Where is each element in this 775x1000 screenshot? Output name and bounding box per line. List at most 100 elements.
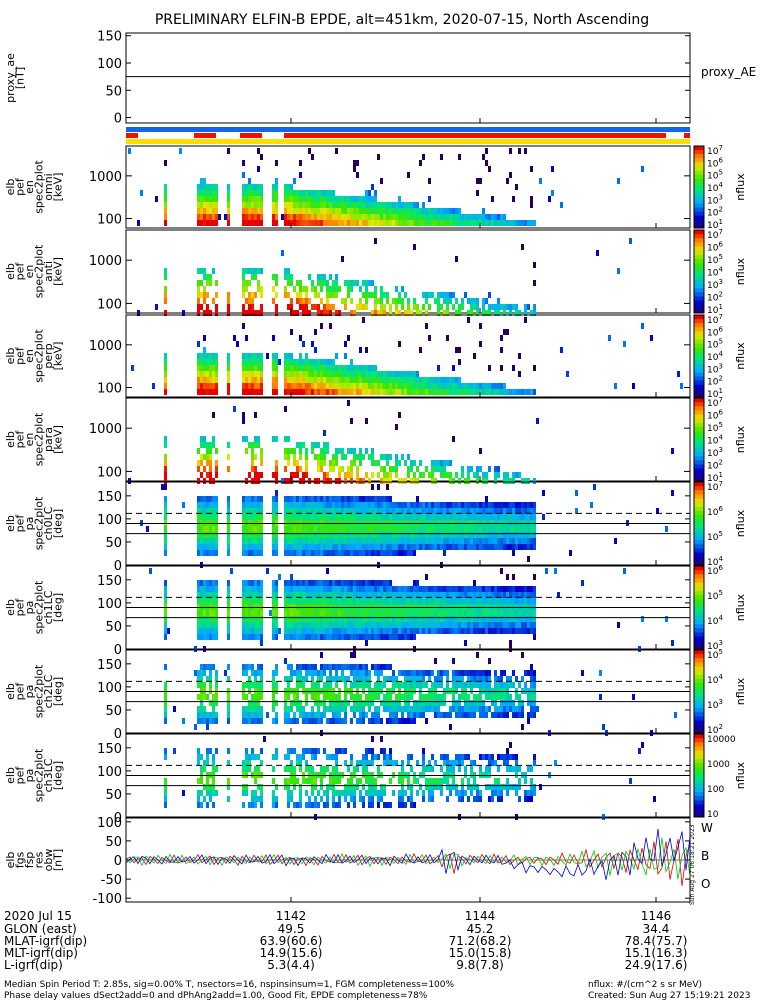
heatmap-cell — [338, 676, 341, 682]
heatmap-cell — [377, 154, 380, 160]
heatmap-cell — [347, 377, 350, 383]
heatmap-cell — [401, 628, 404, 634]
heatmap-cell — [365, 389, 368, 395]
heatmap-cell — [203, 353, 206, 359]
colorbar-step — [694, 178, 704, 184]
heatmap-cell — [365, 202, 368, 208]
heatmap-cell — [437, 214, 440, 220]
heatmap-cell — [197, 610, 200, 616]
heatmap-cell — [323, 220, 326, 226]
heatmap-cell — [383, 526, 386, 532]
heatmap-cell — [464, 214, 467, 220]
heatmap-cell — [332, 766, 335, 772]
heatmap-cell — [434, 622, 437, 628]
heatmap-cell — [371, 484, 374, 490]
heatmap-cell — [209, 365, 212, 371]
heatmap-cell — [215, 220, 218, 226]
heatmap-cell — [275, 544, 278, 550]
heatmap-cell — [254, 377, 257, 383]
heatmap-cell — [326, 359, 329, 365]
heatmap-cell — [314, 377, 317, 383]
heatmap-cell — [404, 202, 407, 208]
heatmap-cell — [206, 532, 209, 538]
heatmap-cell — [431, 682, 434, 688]
heatmap-cell — [389, 622, 392, 628]
heatmap-cell — [431, 208, 434, 214]
heatmap-cell — [392, 208, 395, 214]
heatmap-cell — [497, 676, 500, 682]
heatmap-cell — [296, 694, 299, 700]
heatmap-cell — [482, 526, 485, 532]
heatmap-cell — [371, 580, 374, 586]
heatmap-cell — [197, 359, 200, 365]
heatmap-cell — [350, 359, 353, 365]
heatmap-cell — [479, 682, 482, 688]
colorbar-tick-label: 105 — [707, 169, 723, 182]
heatmap-cell — [497, 712, 500, 718]
heatmap-cell — [389, 371, 392, 377]
heatmap-cell — [404, 502, 407, 508]
heatmap-cell — [431, 472, 434, 478]
heatmap-cell — [353, 796, 356, 802]
heatmap-cell — [524, 304, 527, 310]
heatmap-cell — [359, 208, 362, 214]
heatmap-cell — [329, 544, 332, 550]
heatmap-cell — [254, 592, 257, 598]
heatmap-cell — [290, 676, 293, 682]
heatmap-cell — [275, 460, 278, 466]
heatmap-cell — [227, 353, 230, 359]
heatmap-cell — [311, 383, 314, 389]
colorbar-step — [694, 150, 704, 155]
heatmap-cell — [284, 544, 287, 550]
heatmap-cell — [245, 712, 248, 718]
heatmap-cell — [257, 610, 260, 616]
heatmap-cell — [293, 383, 296, 389]
heatmap-cell — [494, 610, 497, 616]
heatmap-cell — [227, 389, 230, 395]
heatmap-cell — [260, 676, 263, 682]
heatmap-cell — [308, 628, 311, 634]
heatmap-cell — [452, 377, 455, 383]
heatmap-cell — [413, 544, 416, 550]
heatmap-cell — [296, 544, 299, 550]
heatmap-cell — [461, 304, 464, 310]
heatmap-cell — [368, 292, 371, 298]
heatmap-cell — [389, 508, 392, 514]
heatmap-cell — [260, 796, 263, 802]
heatmap-cell — [287, 754, 290, 760]
heatmap-cell — [386, 676, 389, 682]
heatmap-cell — [197, 371, 200, 377]
heatmap-cell — [299, 514, 302, 520]
heatmap-cell — [356, 592, 359, 598]
heatmap-cell — [326, 592, 329, 598]
heatmap-cell — [254, 682, 257, 688]
heatmap-cell — [287, 526, 290, 532]
heatmap-cell — [527, 544, 530, 550]
heatmap-cell — [353, 202, 356, 208]
heatmap-cell — [329, 676, 332, 682]
heatmap-cell — [527, 556, 530, 562]
heatmap-cell — [503, 610, 506, 616]
heatmap-cell — [299, 280, 302, 286]
heatmap-cell — [200, 586, 203, 592]
heatmap-cell — [533, 262, 536, 268]
heatmap-cell — [350, 280, 353, 286]
heatmap-cell — [476, 628, 479, 634]
heatmap-cell — [530, 616, 533, 622]
y-axis-label: anti — [42, 261, 55, 282]
heatmap-cell — [386, 383, 389, 389]
heatmap-cell — [503, 616, 506, 622]
heatmap-cell — [305, 454, 308, 460]
heatmap-cell — [203, 371, 206, 377]
heatmap-cell — [371, 202, 374, 208]
heatmap-cell — [209, 784, 212, 790]
heatmap-cell — [227, 598, 230, 604]
heatmap-cell — [491, 628, 494, 634]
heatmap-cell — [287, 712, 290, 718]
heatmap-cell — [341, 586, 344, 592]
heatmap-cell — [299, 664, 302, 670]
heatmap-cell — [284, 383, 287, 389]
heatmap-cell — [416, 598, 419, 604]
heatmap-cells — [140, 484, 674, 568]
heatmap-cell — [215, 472, 218, 478]
